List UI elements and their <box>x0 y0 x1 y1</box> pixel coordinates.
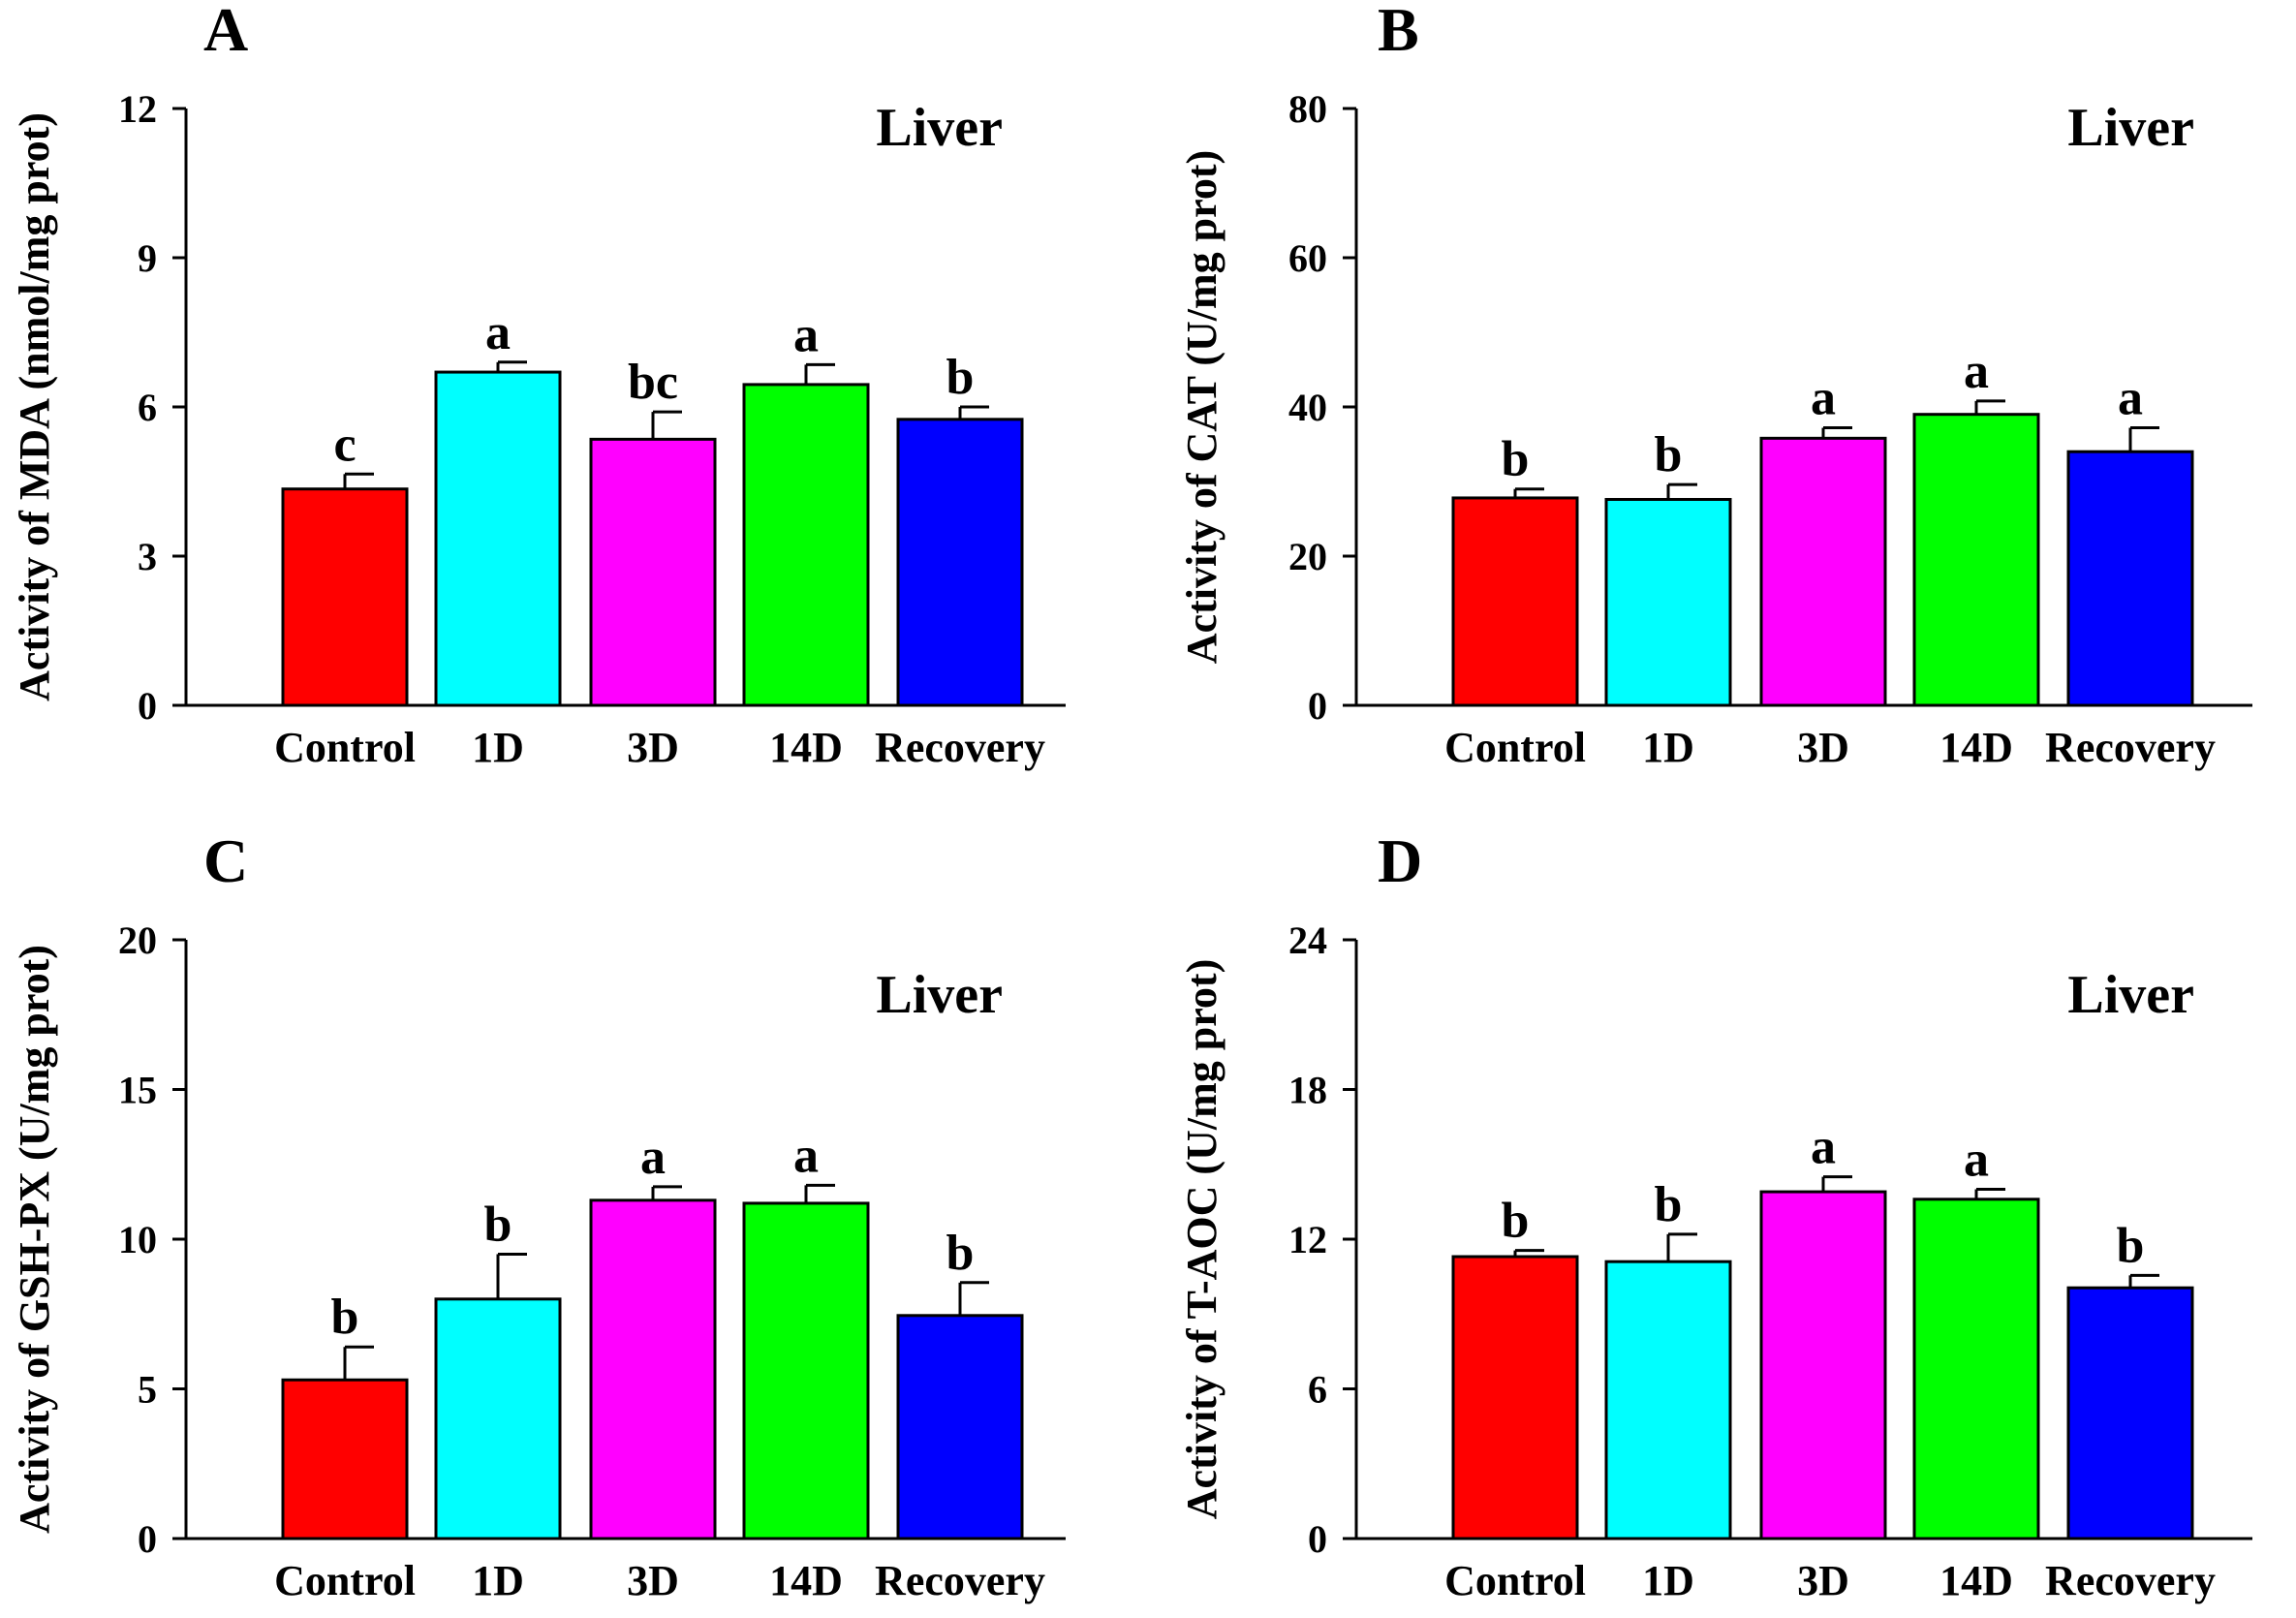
significance-letter: a <box>793 307 819 362</box>
y-tick-label: 24 <box>1288 918 1327 962</box>
y-tick-label: 80 <box>1288 87 1327 131</box>
chart-panel-c: 0 5 10 15 20 Activity of GSH-PX (U/mg prot) C L… <box>11 826 1066 1604</box>
x-tick-label: Control <box>1444 1557 1586 1604</box>
y-tick-label: 60 <box>1288 236 1327 280</box>
bar-3d <box>1759 436 1887 707</box>
x-tick-label: 14D <box>769 1557 843 1604</box>
panel-label: D <box>1378 826 1422 895</box>
x-tick-label: Control <box>274 724 416 771</box>
chart-panel-b: 0 20 40 60 80 Activity of CAT (U/mg prot) B Liv… <box>1178 0 2252 771</box>
y-tick-label: 0 <box>1308 684 1327 728</box>
y-tick-label: 18 <box>1288 1069 1327 1112</box>
x-tick-label: 3D <box>627 1557 679 1604</box>
x-tick-label: Control <box>274 1557 416 1604</box>
bar-control <box>281 487 409 707</box>
significance-letter: b <box>484 1197 512 1252</box>
bar-14d <box>1912 413 2040 707</box>
y-tick-label: 3 <box>138 535 157 578</box>
y-axis-title: Activity of MDA (nmol/mg prot) <box>11 112 58 701</box>
bar-3d <box>1759 1190 1887 1540</box>
y-tick-label: 0 <box>1308 1517 1327 1561</box>
y-axis-title: Activity of GSH-PX (U/mg prot) <box>11 945 58 1534</box>
bar-1d <box>434 370 562 707</box>
significance-letter: b <box>1655 1177 1683 1232</box>
y-tick-label: 12 <box>1288 1218 1327 1261</box>
bar-recovery <box>896 418 1024 707</box>
y-tick-label: 20 <box>1288 535 1327 578</box>
panel-label: A <box>203 0 248 64</box>
bar-3d <box>589 437 717 707</box>
bar-14d <box>742 1201 870 1540</box>
x-tick-label: Control <box>1444 724 1586 771</box>
y-tick-label: 20 <box>118 918 157 962</box>
bar-recovery <box>2066 1286 2194 1540</box>
bar-control <box>1451 1255 1579 1540</box>
x-tick-label: Recovery <box>2045 1557 2216 1604</box>
significance-letter: b <box>2117 1218 2145 1273</box>
y-tick-label: 15 <box>118 1069 157 1112</box>
x-tick-label: 1D <box>1642 1557 1694 1604</box>
x-tick-label: 14D <box>1939 724 2013 771</box>
x-tick-label: 1D <box>472 1557 524 1604</box>
significance-letter: b <box>946 1226 975 1281</box>
y-tick-label: 40 <box>1288 386 1327 429</box>
chart-panel-d: 0 6 12 18 24 Activity of T-AOC (U/mg prot) D Li… <box>1178 826 2252 1604</box>
y-tick-label: 5 <box>138 1368 157 1412</box>
significance-letter: a <box>793 1128 819 1183</box>
bar-recovery <box>896 1314 1024 1540</box>
significance-letter: a <box>1964 344 1989 399</box>
significance-letter: a <box>485 305 511 360</box>
x-tick-label: Recovery <box>875 1557 1045 1604</box>
significance-letter: b <box>1502 432 1530 487</box>
tissue-label: Liver <box>876 965 1003 1025</box>
significance-letter: b <box>1502 1194 1530 1249</box>
significance-letter: a <box>1964 1133 1989 1188</box>
bar-1d <box>434 1297 562 1540</box>
tissue-label: Liver <box>2067 965 2194 1025</box>
significance-letter: b <box>331 1290 359 1345</box>
x-tick-label: 3D <box>627 724 679 771</box>
significance-letter: b <box>1655 427 1683 482</box>
y-tick-label: 9 <box>138 236 157 280</box>
y-tick-label: 6 <box>138 386 157 429</box>
x-tick-label: 3D <box>1797 1557 1849 1604</box>
x-tick-label: 14D <box>1939 1557 2013 1604</box>
bar-1d <box>1604 1260 1732 1540</box>
bar-14d <box>742 383 870 707</box>
significance-letter: a <box>2118 371 2143 426</box>
x-tick-label: 1D <box>1642 724 1694 771</box>
significance-letter: a <box>1811 371 1836 426</box>
x-tick-label: Recovery <box>2045 724 2216 771</box>
significance-letter: c <box>333 417 356 472</box>
significance-letter: a <box>640 1130 666 1185</box>
y-tick-label: 0 <box>138 1517 157 1561</box>
y-tick-label: 6 <box>1308 1368 1327 1412</box>
x-tick-label: 3D <box>1797 724 1849 771</box>
significance-letter: b <box>946 350 975 405</box>
y-tick-label: 0 <box>138 684 157 728</box>
bar-recovery <box>2066 450 2194 707</box>
bar-control <box>281 1378 409 1540</box>
y-axis-title: Activity of T-AOC (U/mg prot) <box>1178 959 1226 1519</box>
y-tick-label: 10 <box>118 1218 157 1261</box>
chart-panel-a: 0 3 6 9 12 Activity of MDA (nmol/mg prot) A Liv… <box>11 0 1066 771</box>
tissue-label: Liver <box>876 98 1003 158</box>
y-tick-label: 12 <box>118 87 157 131</box>
x-tick-label: 14D <box>769 724 843 771</box>
bar-1d <box>1604 497 1732 707</box>
panel-label: B <box>1378 0 1419 64</box>
x-tick-label: Recovery <box>875 724 1045 771</box>
tissue-label: Liver <box>2067 98 2194 158</box>
significance-letter: a <box>1811 1120 1836 1175</box>
significance-letter: bc <box>628 355 678 410</box>
panel-label: C <box>203 826 248 895</box>
bar-14d <box>1912 1198 2040 1540</box>
bar-control <box>1451 496 1579 707</box>
y-axis-title: Activity of CAT (U/mg prot) <box>1178 150 1226 664</box>
x-tick-label: 1D <box>472 724 524 771</box>
bar-3d <box>589 1198 717 1540</box>
